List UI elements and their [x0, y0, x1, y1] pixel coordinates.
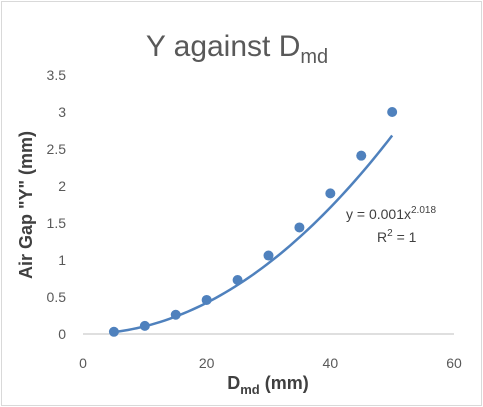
- data-point: [170, 309, 181, 320]
- x-tick-labels: 0 20 40 60: [79, 355, 462, 371]
- y-tick-label: 0.5: [47, 289, 67, 305]
- y-tick-label: 1.5: [47, 215, 67, 231]
- y-tick-label: 3.5: [47, 67, 67, 83]
- y-tick-label: 3: [58, 104, 66, 120]
- y-axis-title: Air Gap "Y" (mm): [16, 131, 36, 279]
- y-tick-label: 1: [58, 252, 66, 268]
- x-tick-label: 20: [199, 355, 215, 371]
- x-tick-label: 0: [79, 355, 87, 371]
- data-points: [108, 107, 398, 337]
- data-point: [139, 320, 150, 331]
- data-point: [387, 107, 398, 117]
- data-point: [232, 274, 243, 285]
- y-tick-label: 2.5: [47, 141, 67, 157]
- y-tick-label: 2: [58, 178, 66, 194]
- trendline: [113, 134, 394, 334]
- data-point: [263, 250, 274, 261]
- x-tick-label: 60: [446, 355, 462, 371]
- trendline-equation: y = 0.001x2.018: [346, 205, 436, 222]
- chart-title: Y against Dmd: [146, 30, 328, 68]
- data-point: [325, 188, 336, 199]
- data-point: [294, 222, 305, 233]
- x-axis-title: Dmd (mm): [227, 373, 309, 397]
- data-point: [356, 150, 367, 161]
- y-tick-label: 0: [58, 326, 66, 342]
- r-squared-label: R2 = 1: [377, 228, 417, 245]
- x-tick-label: 40: [323, 355, 339, 371]
- data-point: [108, 326, 119, 337]
- y-tick-labels: 0 0.5 1 1.5 2 2.5 3 3.5: [47, 67, 67, 342]
- data-point: [201, 294, 212, 305]
